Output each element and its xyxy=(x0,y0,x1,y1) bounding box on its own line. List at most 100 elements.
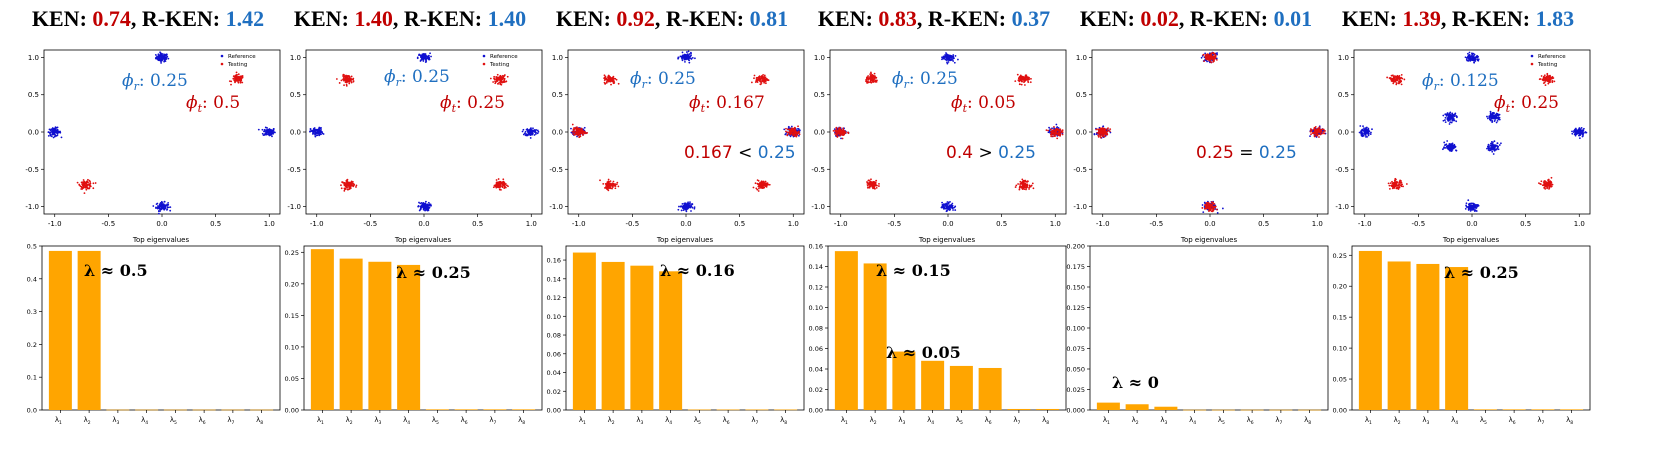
data-point xyxy=(94,182,97,184)
data-point xyxy=(1468,205,1471,207)
data-point xyxy=(945,56,948,59)
data-point xyxy=(492,81,495,83)
reference-cluster xyxy=(940,200,957,213)
data-point xyxy=(950,55,953,57)
x-tick-subscript: 6 xyxy=(465,420,468,426)
x-tick-label: λ1 xyxy=(841,416,848,426)
data-point xyxy=(865,80,867,83)
data-point xyxy=(870,71,872,74)
data-point xyxy=(946,57,949,60)
data-point xyxy=(1579,130,1582,133)
phi-r-subscript: r xyxy=(134,80,140,93)
testing-cluster xyxy=(750,73,770,86)
data-point xyxy=(1309,128,1312,130)
data-point xyxy=(424,53,427,56)
data-point xyxy=(272,127,275,130)
data-point xyxy=(427,54,430,57)
data-point xyxy=(1019,183,1022,185)
phi-t-subscript: t xyxy=(963,102,968,115)
data-point xyxy=(237,81,240,84)
data-point xyxy=(586,131,589,134)
eigenvalue-bar-chart: Top eigenvalues0.000.020.040.060.080.100… xyxy=(547,236,805,426)
phi-t-annotation: ϕt: 0.05 xyxy=(951,93,1016,115)
data-point xyxy=(599,179,601,182)
x-tick-symbol: λ xyxy=(112,416,116,424)
data-point xyxy=(427,208,430,211)
data-point xyxy=(607,184,610,187)
data-point xyxy=(943,206,946,209)
data-point xyxy=(232,77,235,80)
data-point xyxy=(947,207,950,210)
data-point xyxy=(1019,185,1022,188)
data-point xyxy=(81,188,84,190)
phi-t-subscript: t xyxy=(701,102,706,115)
phi-t-annotation: ϕt: 0.167 xyxy=(689,93,765,115)
x-tick-symbol: λ xyxy=(1132,416,1136,424)
data-point xyxy=(1050,128,1052,131)
data-point xyxy=(1451,147,1454,149)
data-point xyxy=(1203,60,1206,63)
data-point xyxy=(941,201,943,204)
data-point xyxy=(677,56,680,59)
y-tick-label: 0.050 xyxy=(1066,366,1085,374)
x-tick-label: λ1 xyxy=(55,416,62,426)
data-point xyxy=(945,52,947,54)
x-tick-label: λ7 xyxy=(751,416,758,426)
data-point xyxy=(579,131,581,134)
data-point xyxy=(763,80,766,83)
y-tick-label: 0.00 xyxy=(547,407,561,415)
x-tick-label: 0.0 xyxy=(942,220,953,228)
data-point xyxy=(319,133,321,136)
data-point xyxy=(81,183,84,185)
bar xyxy=(397,264,421,410)
data-point xyxy=(689,205,692,208)
data-point xyxy=(578,129,581,132)
data-point xyxy=(86,184,88,187)
data-point xyxy=(1029,185,1032,188)
y-tick-label: -0.5 xyxy=(549,166,563,174)
data-point xyxy=(1489,110,1492,113)
data-point xyxy=(573,126,576,129)
x-tick-label: λ6 xyxy=(199,416,206,426)
data-point xyxy=(1107,129,1109,132)
phi-r-value: : 0.25 xyxy=(139,71,188,91)
rken-value: 1.40 xyxy=(487,6,527,31)
data-point xyxy=(611,187,613,190)
data-point xyxy=(239,75,242,78)
data-point xyxy=(530,128,533,131)
data-point xyxy=(1221,207,1224,210)
rken-label: , R-KEN: xyxy=(392,6,488,31)
data-point xyxy=(1214,55,1217,57)
data-point xyxy=(1059,133,1062,136)
data-point xyxy=(240,78,243,81)
x-tick-label: λ8 xyxy=(256,416,263,426)
data-point xyxy=(167,206,170,209)
data-point xyxy=(1322,128,1325,131)
data-point xyxy=(1448,112,1451,115)
data-point xyxy=(342,78,345,81)
data-point xyxy=(1204,204,1207,207)
data-point xyxy=(574,131,577,134)
phi-r-symbol: ϕ xyxy=(630,69,642,89)
data-point xyxy=(1097,129,1100,132)
data-point xyxy=(1477,204,1479,206)
data-point xyxy=(1466,56,1468,59)
ken-label: KEN: xyxy=(31,6,93,31)
data-point xyxy=(1572,131,1575,134)
data-point xyxy=(1444,116,1447,119)
y-tick-label: 0.100 xyxy=(1066,325,1085,333)
data-point xyxy=(685,208,687,211)
data-point xyxy=(1498,144,1501,146)
data-point xyxy=(1097,134,1100,137)
data-point xyxy=(615,183,618,186)
x-tick-symbol: λ xyxy=(694,416,698,424)
data-point xyxy=(1492,111,1495,114)
data-point xyxy=(1021,183,1024,186)
x-tick-subscript: 3 xyxy=(641,420,644,426)
data-point xyxy=(92,187,95,190)
data-point xyxy=(52,128,55,130)
x-tick-subscript: 3 xyxy=(117,420,120,426)
data-point xyxy=(1471,59,1474,62)
data-point xyxy=(1101,128,1103,130)
comparison-annotation: 0.167 < 0.25 xyxy=(684,143,796,163)
